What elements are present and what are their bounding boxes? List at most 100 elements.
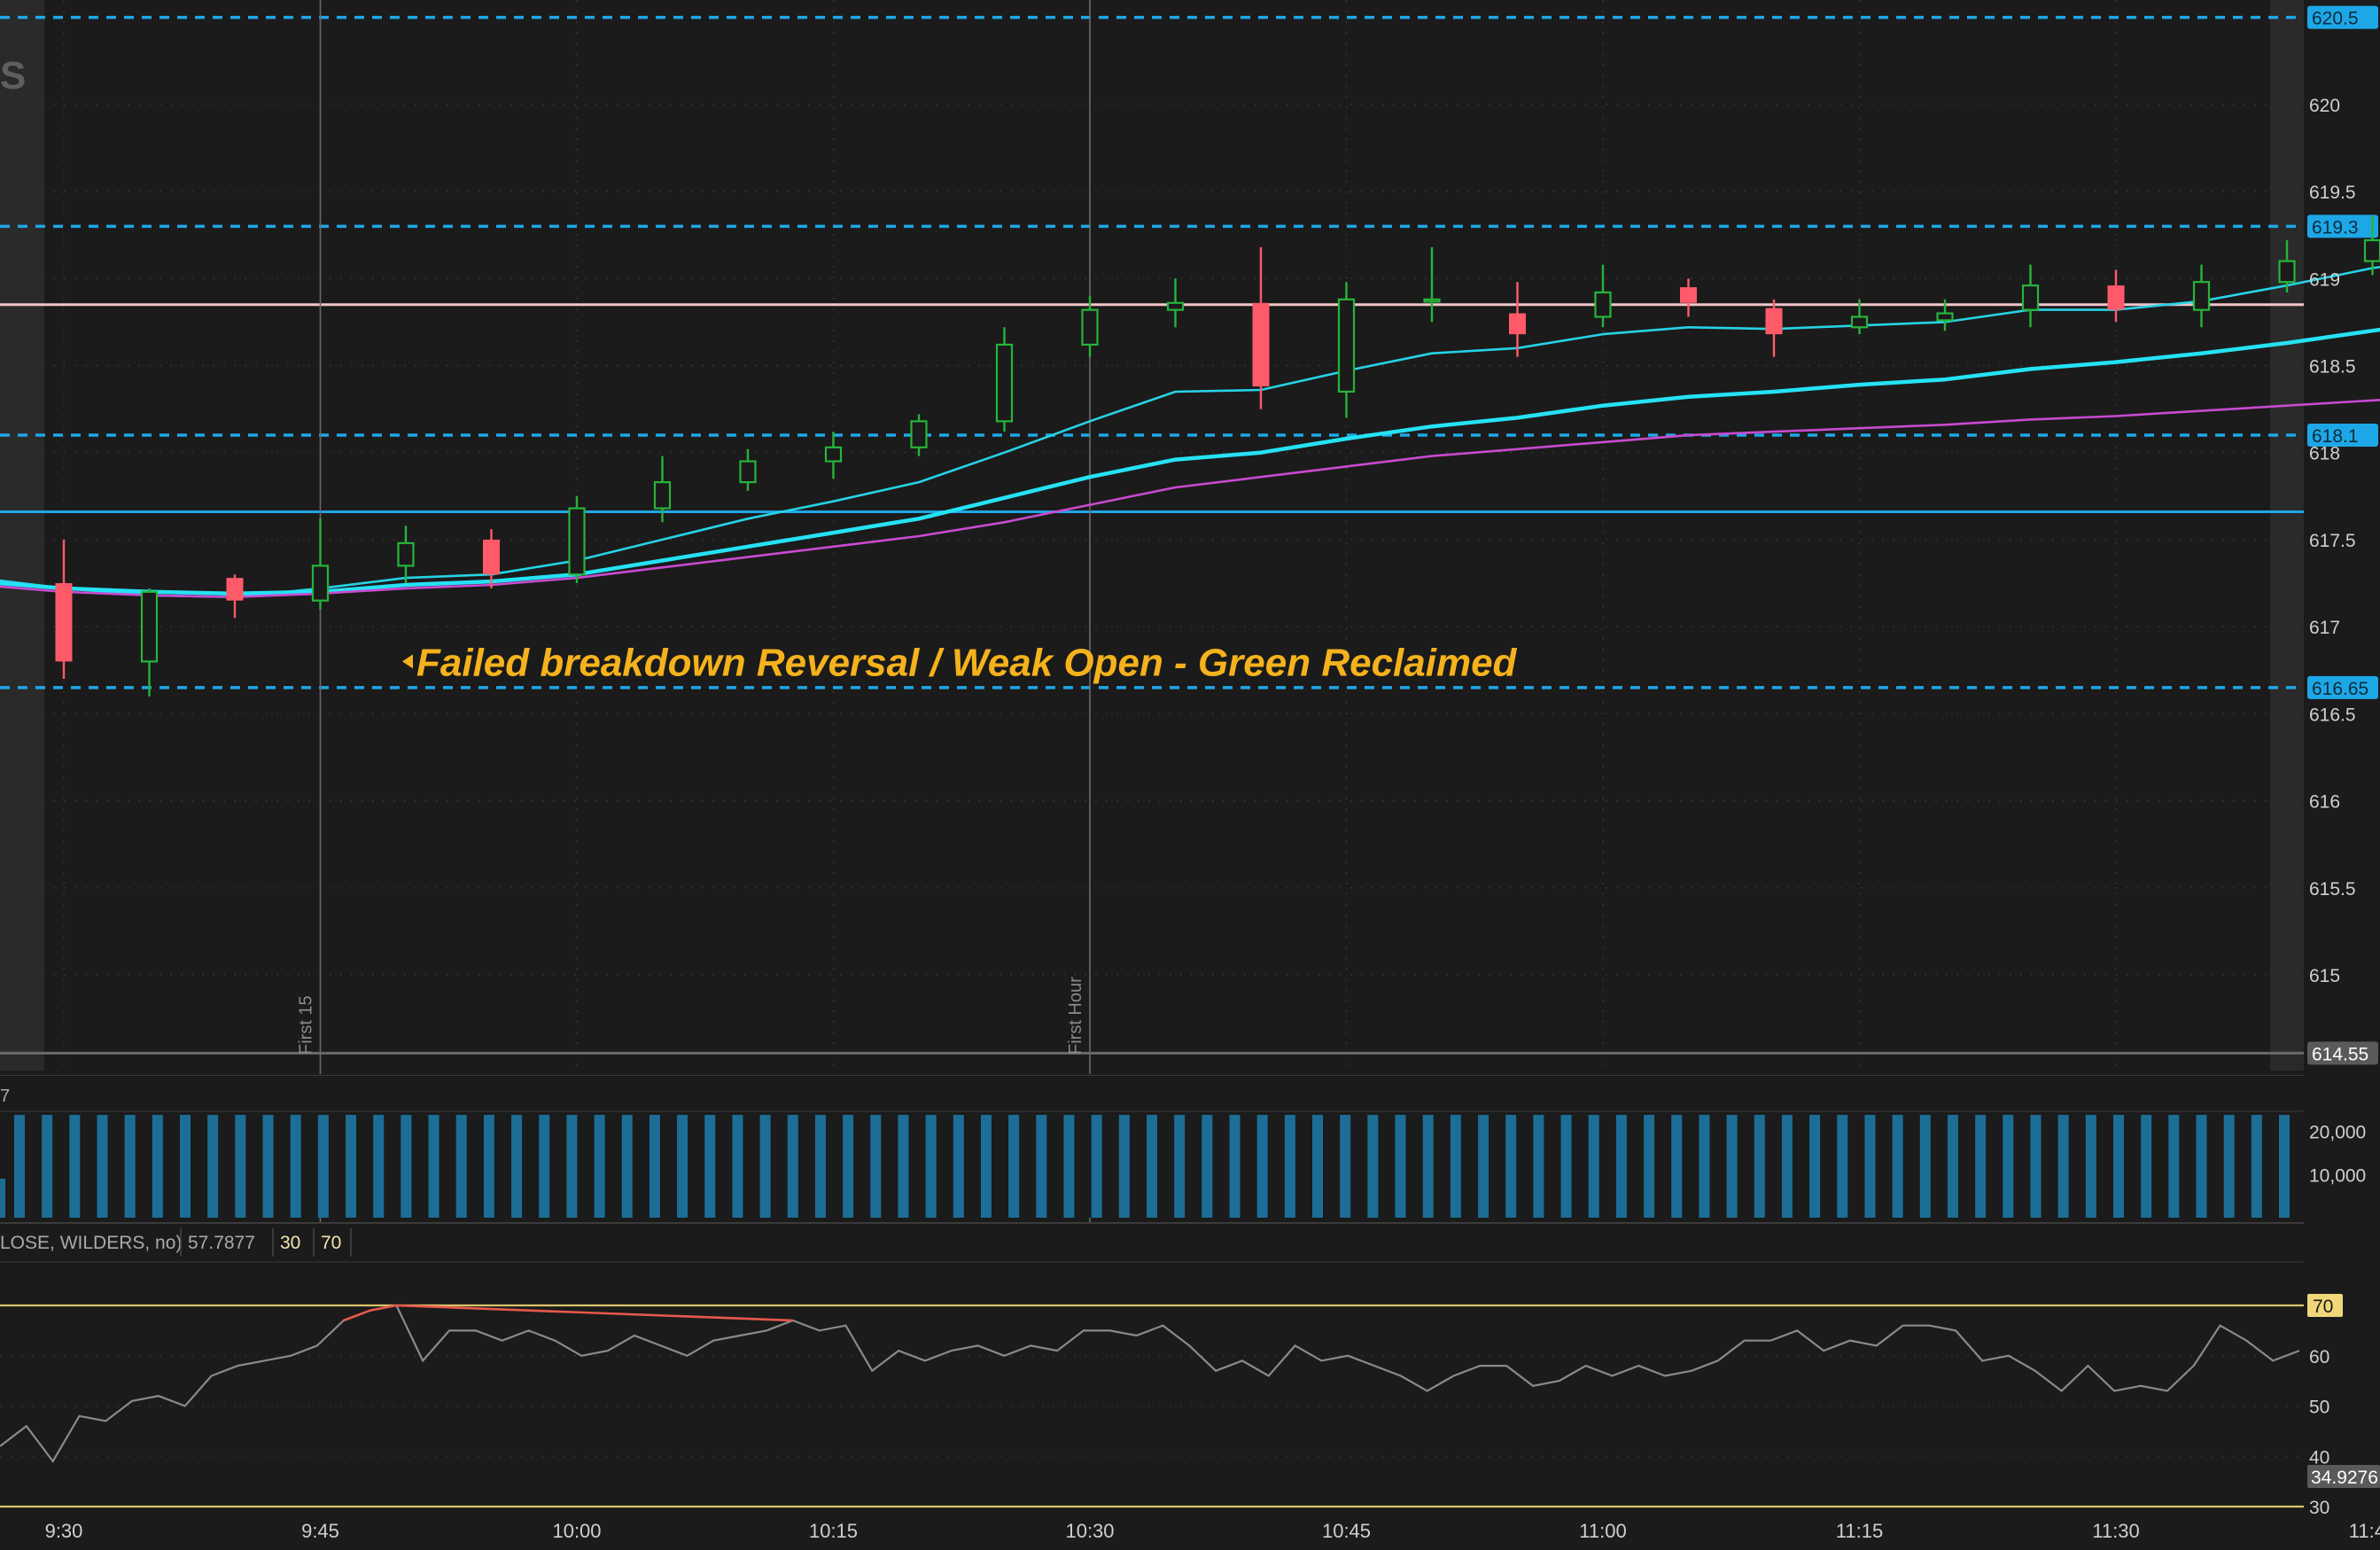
level-tag-label: 616.65 (2312, 679, 2368, 699)
annotation-text: Failed breakdown Reversal / Weak Open - … (416, 641, 1518, 684)
volume-bar (1312, 1115, 1323, 1218)
price-tick-label: 619 (2309, 269, 2340, 290)
volume-bar (595, 1115, 605, 1218)
volume-bar (318, 1115, 329, 1218)
volume-bar (1727, 1115, 1738, 1218)
volume-bar (2003, 1115, 2013, 1218)
volume-bar (484, 1115, 494, 1218)
volume-bar (2086, 1115, 2096, 1218)
volume-bar (788, 1115, 798, 1218)
candle-body (483, 540, 500, 574)
volume-bar (622, 1115, 633, 1218)
volume-bar (2058, 1115, 2069, 1218)
volume-bar (1699, 1115, 1709, 1218)
level-tag-label: 619.3 (2312, 217, 2359, 238)
volume-bar (1920, 1115, 1931, 1218)
rsi-panel-bg (0, 1223, 2304, 1517)
volume-bar (125, 1115, 136, 1218)
level-tag-label: 614.55 (2312, 1044, 2368, 1064)
volume-bar (1616, 1115, 1627, 1218)
time-tick-label: 11:15 (1836, 1520, 1883, 1542)
volume-bar (898, 1115, 908, 1218)
candle-body (655, 482, 670, 508)
candle-body (1852, 316, 1867, 327)
volume-bar (1505, 1115, 1516, 1218)
volume-bar (649, 1115, 660, 1218)
candle-body (313, 565, 328, 600)
volume-bar (760, 1115, 771, 1218)
volume-bar (2141, 1115, 2151, 1218)
price-tick-label: 615.5 (2309, 879, 2356, 900)
volume-bar (346, 1115, 356, 1218)
price-tick-label: 620 (2309, 96, 2340, 116)
volume-bar (1893, 1115, 1903, 1218)
price-tick-label: 619.5 (2309, 183, 2356, 203)
price-tick-label: 618.5 (2309, 356, 2356, 377)
price-tick-label: 618 (2309, 444, 2340, 464)
volume-bar (2030, 1115, 2041, 1218)
price-tick-label: 617.5 (2309, 531, 2356, 551)
rsi-header-label: LOSE, WILDERS, no) (0, 1233, 182, 1253)
volume-bar (291, 1115, 301, 1218)
volume-bar (981, 1115, 992, 1218)
volume-bar (539, 1115, 549, 1218)
volume-bar (1202, 1115, 1212, 1218)
volume-bar (1119, 1115, 1130, 1218)
volume-bar (1837, 1115, 1847, 1218)
volume-bar (207, 1115, 218, 1218)
volume-bar (926, 1115, 937, 1218)
volume-tick-label: 20,000 (2309, 1123, 2366, 1143)
top-left-label: S (0, 54, 26, 97)
volume-tick-label: 10,000 (2309, 1165, 2366, 1186)
price-tick-label: 615 (2309, 966, 2340, 986)
volume-bar (373, 1115, 384, 1218)
candle-body (2194, 282, 2209, 309)
candle-body (1766, 308, 1783, 334)
candle-body (912, 421, 927, 447)
rsi-tick-label: 60 (2309, 1347, 2329, 1367)
volume-bar (1230, 1115, 1241, 1218)
volume-bar (1589, 1115, 1599, 1218)
volume-bar (1533, 1115, 1544, 1218)
volume-bar (2224, 1115, 2235, 1218)
rsi-tick-label: 50 (2309, 1398, 2329, 1418)
candle-body (1938, 314, 1953, 321)
candle-body (1509, 314, 1526, 335)
volume-bar (732, 1115, 743, 1218)
volume-bar (1174, 1115, 1185, 1218)
volume-header-bg (0, 1076, 2304, 1111)
volume-bar (1644, 1115, 1654, 1218)
rsi-header-value: 57.7877 (188, 1233, 255, 1253)
volume-bar (401, 1115, 411, 1218)
volume-bar (1671, 1115, 1682, 1218)
rsi-header-level: 70 (321, 1233, 341, 1253)
rsi-tick-label: 40 (2309, 1447, 2329, 1468)
volume-panel: 7 20,000 10,000 (0, 1076, 2366, 1218)
candle-body (2365, 240, 2380, 261)
volume-bar (1561, 1115, 1572, 1218)
vertical-marker-label: First 15 (297, 995, 316, 1055)
candle-body (570, 509, 585, 575)
candle-body (227, 578, 244, 601)
level-tag-label: 620.5 (2312, 9, 2359, 29)
candle-body (2023, 285, 2038, 309)
volume-bar (843, 1115, 853, 1218)
candle-body (997, 345, 1012, 421)
volume-bar (263, 1115, 274, 1218)
candle-body (1339, 300, 1354, 392)
volume-bar (1036, 1115, 1046, 1218)
rsi-header-level: 30 (280, 1233, 300, 1253)
candle-body (399, 543, 414, 566)
volume-bar (1782, 1115, 1793, 1218)
volume-bar (704, 1115, 715, 1218)
volume-header-label: 7 (0, 1087, 10, 1106)
volume-bar (14, 1115, 25, 1218)
volume-bar (69, 1115, 80, 1218)
volume-bar (1478, 1115, 1489, 1218)
volume-bar (2113, 1115, 2124, 1218)
volume-bar (1451, 1115, 1461, 1218)
volume-bar (511, 1115, 522, 1218)
volume-bar (1809, 1115, 1820, 1218)
candle-body (142, 592, 157, 662)
candle-body (1083, 310, 1098, 345)
